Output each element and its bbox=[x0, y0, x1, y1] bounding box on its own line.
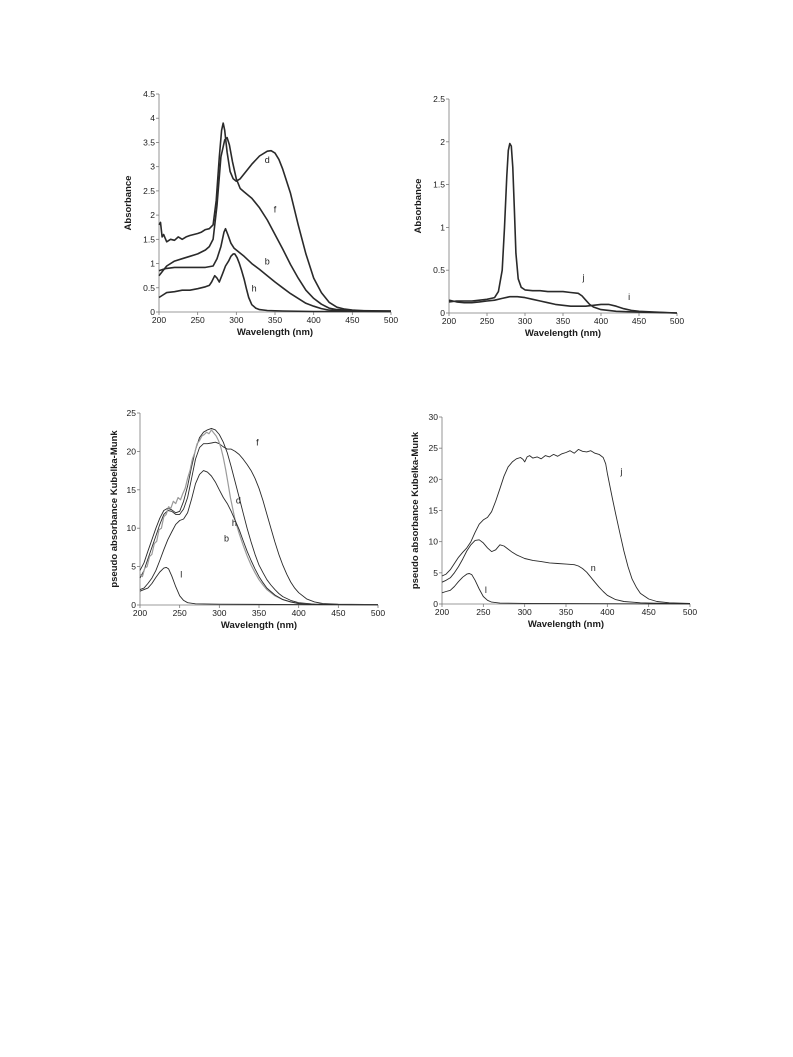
x-tick-label: 500 bbox=[670, 316, 684, 326]
y-tick-label: 0 bbox=[150, 307, 155, 317]
series-label-l: l bbox=[485, 585, 487, 595]
y-tick-label: 15 bbox=[429, 506, 439, 516]
series-line-f bbox=[158, 136, 392, 312]
x-tick-label: 200 bbox=[435, 607, 449, 617]
series-line-n bbox=[441, 539, 691, 605]
series-label-d: d bbox=[265, 155, 270, 165]
series-line-i bbox=[448, 295, 678, 314]
series-label-f: f bbox=[256, 437, 259, 447]
series-label-f: f bbox=[274, 205, 277, 215]
series-label-l: l bbox=[180, 569, 182, 579]
x-tick-label: 450 bbox=[345, 315, 359, 325]
y-tick-label: 0.5 bbox=[143, 283, 155, 293]
y-tick-label: 1 bbox=[150, 259, 155, 269]
y-tick-label: 4.5 bbox=[143, 89, 155, 99]
chart-top-right-absorbance: 0 0.5 1 1.5 2 2.5 200 250 300 350 400 450 500 Wavelen… bbox=[413, 94, 684, 339]
x-axis-title: Wavelength (nm) bbox=[525, 328, 601, 339]
series-line-f bbox=[139, 441, 379, 606]
x-tick-label: 500 bbox=[371, 608, 385, 618]
y-tick-label: 2.5 bbox=[143, 186, 155, 196]
x-axis-title: Wavelength (nm) bbox=[528, 619, 604, 630]
x-axis-title: Wavelength (nm) bbox=[221, 620, 297, 631]
y-tick-label: 10 bbox=[429, 537, 439, 547]
y-tick-label: 10 bbox=[127, 523, 137, 533]
x-tick-label: 200 bbox=[133, 608, 147, 618]
y-tick-label: 0 bbox=[131, 600, 136, 610]
y-tick-label: 5 bbox=[131, 562, 136, 572]
series-line-j bbox=[441, 448, 691, 604]
y-tick-label: 3.5 bbox=[143, 137, 155, 147]
series-label-h: h bbox=[252, 284, 257, 294]
x-tick-label: 350 bbox=[559, 607, 573, 617]
series-line-b bbox=[158, 227, 392, 313]
series-line-h bbox=[139, 429, 379, 606]
series-label-i: i bbox=[628, 292, 630, 302]
x-tick-label: 500 bbox=[683, 607, 697, 617]
y-tick-label: 1.5 bbox=[143, 234, 155, 244]
y-axis-title: Absorbance bbox=[123, 176, 134, 231]
series-label-h: h bbox=[232, 518, 237, 528]
x-tick-label: 400 bbox=[600, 607, 614, 617]
x-tick-label: 250 bbox=[480, 316, 494, 326]
x-tick-label: 450 bbox=[632, 316, 646, 326]
series-line-d bbox=[139, 427, 379, 606]
series-line-l bbox=[441, 573, 691, 605]
y-tick-label: 15 bbox=[127, 485, 137, 495]
series-line-h bbox=[158, 253, 391, 313]
y-tick-label: 1.5 bbox=[433, 180, 445, 190]
series-line-d bbox=[158, 122, 391, 312]
series-line-b bbox=[139, 470, 379, 606]
y-tick-label: 2 bbox=[440, 137, 445, 147]
x-tick-label: 400 bbox=[307, 315, 321, 325]
series-label-j: j bbox=[582, 272, 585, 282]
x-tick-label: 350 bbox=[556, 316, 570, 326]
y-tick-label: 0 bbox=[440, 308, 445, 318]
x-tick-label: 300 bbox=[212, 608, 226, 618]
y-tick-label: 25 bbox=[127, 408, 137, 418]
y-tick-label: 3 bbox=[150, 162, 155, 172]
y-axis-title: Absorbance bbox=[413, 179, 424, 234]
y-tick-label: 4 bbox=[150, 113, 155, 123]
x-tick-label: 350 bbox=[252, 608, 266, 618]
x-tick-label: 250 bbox=[476, 607, 490, 617]
y-tick-label: 0.5 bbox=[433, 265, 445, 275]
chart-bottom-left-kubelka-munk: 0 5 10 15 20 25 200 250 300 350 400 450 500 Wavelengt… bbox=[109, 408, 385, 631]
series-label-j: j bbox=[619, 466, 622, 476]
x-tick-label: 500 bbox=[384, 315, 398, 325]
x-tick-label: 200 bbox=[442, 316, 456, 326]
chart-top-left-absorbance: 0 0.5 1 1.5 2 2.5 3 3.5 4 4.5 200 250 300 350 400 450 50… bbox=[123, 89, 398, 338]
x-tick-label: 200 bbox=[152, 315, 166, 325]
y-tick-label: 20 bbox=[429, 474, 439, 484]
y-tick-label: 2.5 bbox=[433, 94, 445, 104]
x-tick-label: 300 bbox=[229, 315, 243, 325]
series-label-n: n bbox=[591, 563, 596, 573]
y-tick-label: 25 bbox=[429, 443, 439, 453]
y-axis-title: pseudo absorbance Kubelka-Munk bbox=[410, 431, 421, 589]
y-tick-label: 5 bbox=[433, 568, 438, 578]
y-tick-label: 0 bbox=[433, 599, 438, 609]
series-label-b: b bbox=[265, 257, 270, 267]
y-tick-label: 2 bbox=[150, 210, 155, 220]
x-tick-label: 400 bbox=[594, 316, 608, 326]
y-tick-label: 30 bbox=[429, 412, 439, 422]
y-axis-title: pseudo absorbance Kubelka-Munk bbox=[109, 430, 120, 588]
series-label-d: d bbox=[236, 496, 241, 506]
x-tick-label: 250 bbox=[173, 608, 187, 618]
x-tick-label: 300 bbox=[518, 607, 532, 617]
x-tick-label: 450 bbox=[642, 607, 656, 617]
x-axis-title: Wavelength (nm) bbox=[237, 327, 313, 338]
series-line-l bbox=[139, 566, 379, 606]
x-tick-label: 250 bbox=[191, 315, 205, 325]
y-tick-label: 1 bbox=[440, 222, 445, 232]
series-line-j bbox=[448, 142, 678, 314]
x-tick-label: 400 bbox=[292, 608, 306, 618]
series-label-b: b bbox=[224, 533, 229, 543]
x-tick-label: 450 bbox=[331, 608, 345, 618]
x-tick-label: 350 bbox=[268, 315, 282, 325]
x-tick-label: 300 bbox=[518, 316, 532, 326]
y-tick-label: 20 bbox=[127, 446, 137, 456]
chart-bottom-right-kubelka-munk: 0 5 10 15 20 25 30 200 250 300 350 400 450 500 Wavelen… bbox=[410, 412, 697, 630]
